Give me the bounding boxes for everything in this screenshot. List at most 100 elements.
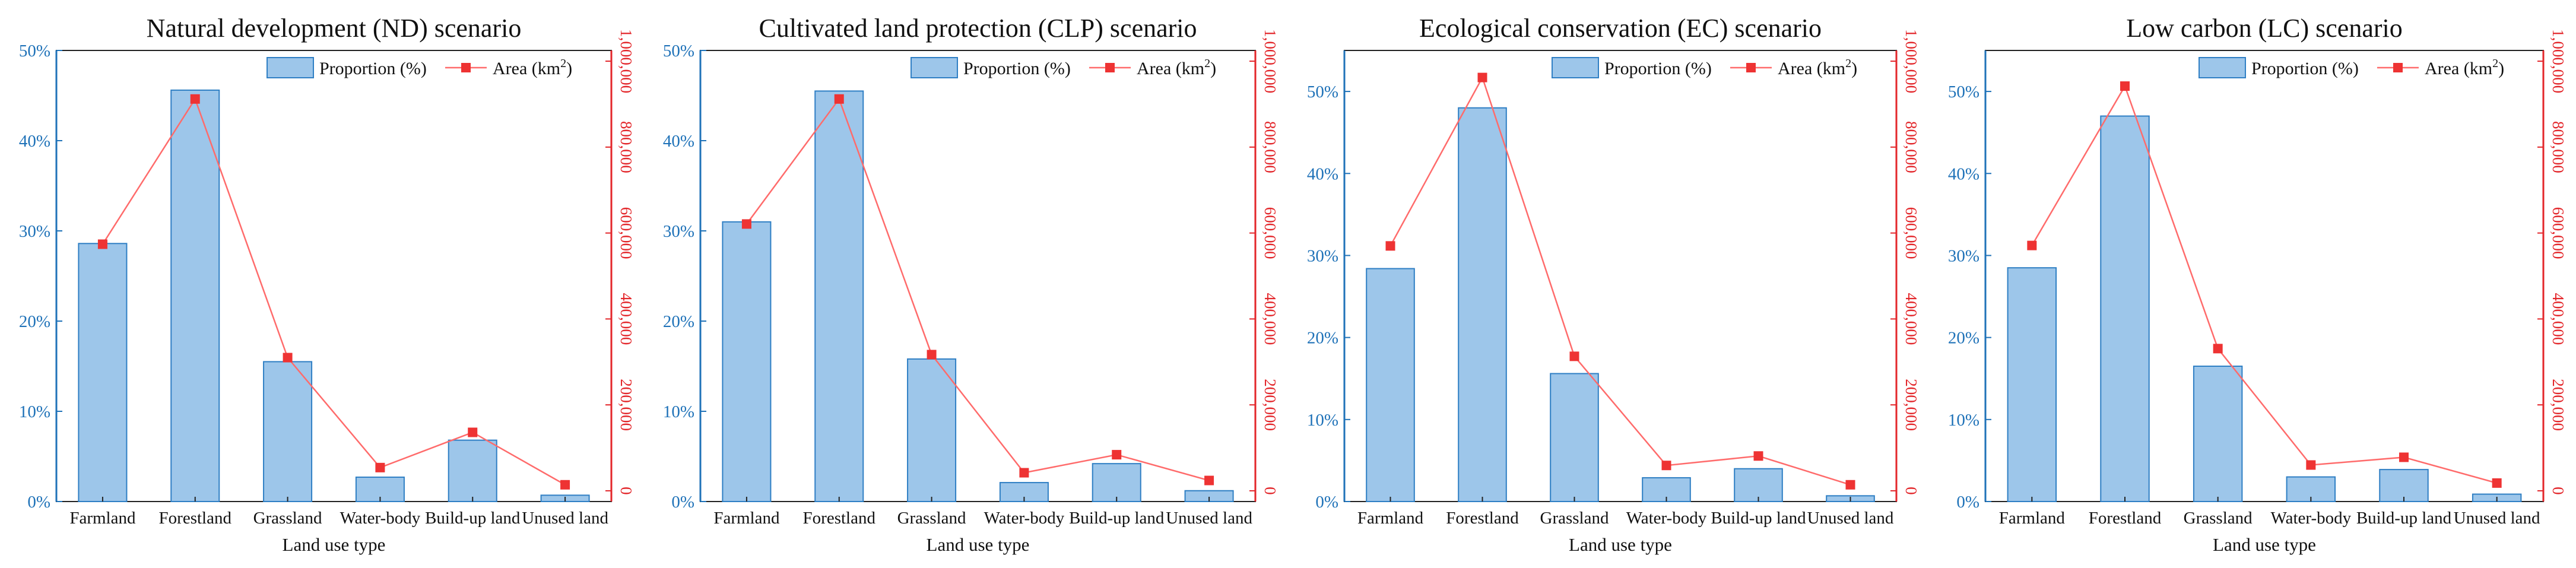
legend-bar-label: Proportion (%) (963, 59, 1071, 78)
left-tick-label: 0% (1315, 493, 1338, 512)
right-tick-label: 800,000 (2549, 121, 2567, 173)
right-tick-label: 600,000 (1902, 207, 1920, 259)
legend: Proportion (%) Area (km2) (267, 57, 572, 78)
area-marker-unused-land (2492, 478, 2502, 488)
legend-line-label-end: ) (1210, 59, 1216, 78)
area-line (1389, 75, 1851, 486)
bar-grassland (263, 361, 313, 503)
legend-line-label: Area (km2) (2425, 57, 2504, 78)
chart-title: Low carbon (LC) scenario (2126, 14, 2402, 43)
chart-panel-2: Cultivated land protection (CLP) scenari… (663, 14, 1279, 555)
area-marker-unused-land (1845, 480, 1855, 490)
x-tick-label: Build-up land (1069, 509, 1165, 528)
right-tick-label: 0 (1902, 487, 1920, 495)
x-tick-label: Water-body (984, 509, 1065, 528)
x-tick-label: Farmland (1999, 509, 2066, 528)
right-tick-label: 1,000,000 (1902, 29, 1920, 93)
area-marker-unused-land (1204, 475, 1214, 486)
legend-marker-swatch (1105, 63, 1115, 72)
left-tick-label: 30% (1948, 246, 1979, 265)
right-tick-label: 200,000 (2549, 379, 2567, 431)
left-tick-label: 50% (1307, 82, 1338, 101)
legend-line-label-end: ) (1851, 59, 1857, 78)
legend-bar-swatch (1552, 57, 1599, 78)
bar-forestland (170, 89, 220, 502)
chart-title: Ecological conservation (EC) scenario (1419, 14, 1822, 43)
right-tick-label: 200,000 (617, 379, 635, 431)
right-tick-label: 1,000,000 (1261, 29, 1279, 93)
legend-bar-label: Proportion (%) (2251, 59, 2359, 78)
area-marker-build-up-land (468, 427, 478, 437)
chart-panel-3: Ecological conservation (EC) scenario 0% 1… (1307, 14, 1920, 555)
chart-panel-1: Natural development (ND) scenario0%10%20… (19, 14, 635, 555)
left-tick-label: 10% (1948, 411, 1979, 430)
x-axis-label: Land use type (2213, 534, 2316, 555)
left-tick-label: 40% (19, 132, 50, 151)
x-tick-label: Grassland (2184, 509, 2253, 528)
legend-line-label-text: Area (km (1778, 59, 1845, 78)
x-tick-label: Unused land (522, 509, 608, 528)
legend-line-label-text: Area (km (493, 59, 560, 78)
left-tick-label: 20% (1307, 329, 1338, 348)
left-tick-label: 30% (19, 222, 50, 241)
legend-bar-label: Proportion (%) (1604, 59, 1712, 78)
area-marker-water-body (1019, 468, 1029, 478)
bar-grassland (1550, 373, 1599, 502)
left-tick-label: 20% (19, 312, 50, 331)
area-marker-water-body (1661, 461, 1671, 471)
plot-frame (700, 50, 1256, 502)
legend-line-label: Area (km2) (493, 57, 572, 78)
x-tick-label: Forestland (803, 509, 876, 528)
plot-frame (1344, 50, 1897, 502)
right-tick-label: 800,000 (1261, 121, 1279, 173)
right-tick-label: 400,000 (1261, 293, 1279, 345)
legend-bar-swatch (267, 57, 314, 78)
bar-forestland (814, 90, 864, 502)
area-marker-farmland (2027, 240, 2037, 250)
bar-build-up-land (1092, 463, 1141, 502)
area-marker-build-up-land (1112, 450, 1122, 460)
plot-frame (56, 50, 612, 502)
legend-bar-swatch (2199, 57, 2246, 78)
right-tick-label: 1,000,000 (617, 29, 635, 93)
legend-marker-swatch (1746, 63, 1756, 72)
x-axis-label: Land use type (1569, 534, 1672, 555)
area-line (101, 97, 566, 486)
legend-marker-swatch (2393, 63, 2403, 72)
area-marker-water-body (375, 462, 385, 472)
x-tick-label: Water-body (340, 509, 421, 528)
right-tick-label: 0 (617, 487, 635, 495)
area-marker-unused-land (560, 480, 570, 490)
area-marker-grassland (1569, 351, 1579, 361)
left-tick-label: 40% (1948, 164, 1979, 183)
x-tick-label: Unused land (1807, 509, 1894, 528)
legend-line-label: Area (km2) (1137, 57, 1216, 78)
legend-line-label-end: ) (566, 59, 572, 78)
legend-line-label-sup: 2 (1845, 57, 1851, 70)
area-marker-farmland (1385, 241, 1395, 251)
right-tick-label: 1,000,000 (2549, 29, 2567, 93)
x-tick-label: Forestland (1446, 509, 1519, 528)
right-tick-label: 600,000 (617, 207, 635, 259)
right-tick-label: 600,000 (2549, 207, 2567, 259)
legend-marker-swatch (461, 63, 471, 72)
chart-panel-4: Low carbon (LC) scenario 0% 10% 20% 30% 40% 50… (1948, 14, 2567, 555)
area-line (2031, 84, 2498, 484)
left-tick-label: 20% (663, 312, 694, 331)
bar-build-up-land (1734, 468, 1783, 503)
x-tick-label: Grassland (1540, 509, 1609, 528)
right-tick-label: 200,000 (1261, 379, 1279, 431)
chart-title: Natural development (ND) scenario (147, 14, 522, 43)
x-tick-label: Build-up land (1711, 509, 1806, 528)
bar-grassland (907, 358, 957, 503)
area-marker-build-up-land (2399, 452, 2409, 462)
area-marker-build-up-land (1753, 451, 1763, 461)
bar-build-up-land (2379, 469, 2429, 502)
legend-line-label-text: Area (km (1137, 59, 1204, 78)
area-marker-grassland (283, 353, 293, 363)
area-line (745, 97, 1210, 481)
bar-forestland (2100, 115, 2150, 502)
legend: Proportion (%) Area (km2) (2199, 57, 2504, 78)
left-tick-label: 50% (19, 42, 50, 61)
chart-title: Cultivated land protection (CLP) scenari… (759, 14, 1197, 43)
